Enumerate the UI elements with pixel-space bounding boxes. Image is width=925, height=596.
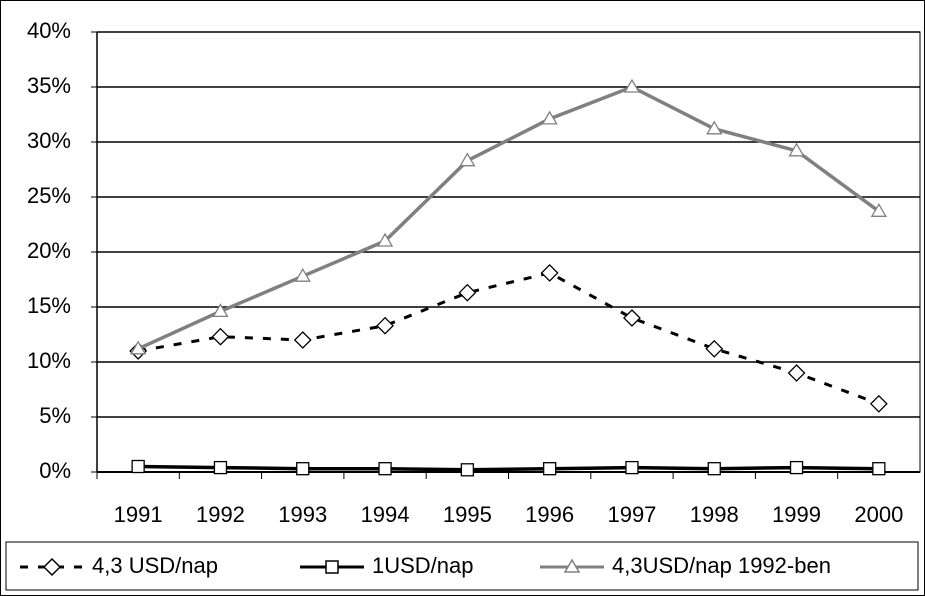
series-line: [137, 271, 880, 406]
marker: [707, 462, 721, 476]
marker: [296, 462, 310, 476]
x-tick-label: 1999: [772, 502, 821, 527]
y-tick-label: 35%: [27, 73, 71, 98]
marker: [870, 203, 887, 217]
x-tick-label: 1998: [690, 502, 739, 527]
marker: [540, 263, 559, 282]
marker: [787, 364, 806, 382]
marker: [623, 78, 641, 93]
legend-marker: [42, 557, 62, 577]
x-tick-label: 1997: [607, 502, 656, 527]
x-tick-label: 1993: [278, 502, 327, 527]
marker: [706, 120, 723, 135]
marker: [788, 142, 805, 157]
marker: [623, 309, 641, 327]
y-tick-label: 15%: [27, 293, 71, 318]
marker: [869, 394, 888, 413]
marker: [789, 460, 804, 475]
marker: [131, 459, 145, 474]
marker: [211, 327, 230, 346]
x-tick-label: 1996: [525, 502, 574, 527]
marker: [376, 316, 394, 335]
marker: [293, 331, 312, 349]
legend-box: [5, 541, 919, 591]
marker: [459, 152, 476, 167]
marker: [458, 283, 477, 302]
legend-label: 4,3 USD/nap: [92, 553, 218, 578]
marker: [543, 462, 557, 476]
marker: [213, 460, 228, 475]
x-tick-label: 1994: [361, 502, 410, 527]
x-tick-label: 1991: [114, 502, 163, 527]
marker: [378, 462, 392, 476]
y-tick-label: 20%: [27, 238, 71, 263]
marker: [212, 303, 229, 318]
marker: [872, 462, 886, 476]
series-line: [138, 464, 879, 472]
legend-marker: [325, 560, 339, 574]
legend-label: 1USD/nap: [372, 553, 474, 578]
marker: [541, 110, 558, 125]
x-tick-label: 1995: [443, 502, 492, 527]
x-tick-label: 2000: [854, 502, 903, 527]
y-tick-label: 10%: [27, 348, 71, 373]
marker: [460, 463, 475, 477]
y-tick-label: 25%: [27, 183, 71, 208]
legend-marker: [563, 558, 581, 573]
y-tick-label: 30%: [27, 128, 71, 153]
marker: [130, 340, 147, 355]
marker: [625, 460, 639, 475]
marker: [705, 339, 724, 358]
marker: [294, 267, 311, 282]
marker: [376, 232, 394, 247]
y-tick-label: 0%: [39, 458, 71, 483]
y-tick-label: 40%: [27, 18, 71, 43]
series-line: [137, 85, 880, 351]
y-tick-label: 5%: [39, 403, 71, 428]
x-tick-label: 1992: [196, 502, 245, 527]
legend-label: 4,3USD/nap 1992-ben: [612, 553, 831, 578]
